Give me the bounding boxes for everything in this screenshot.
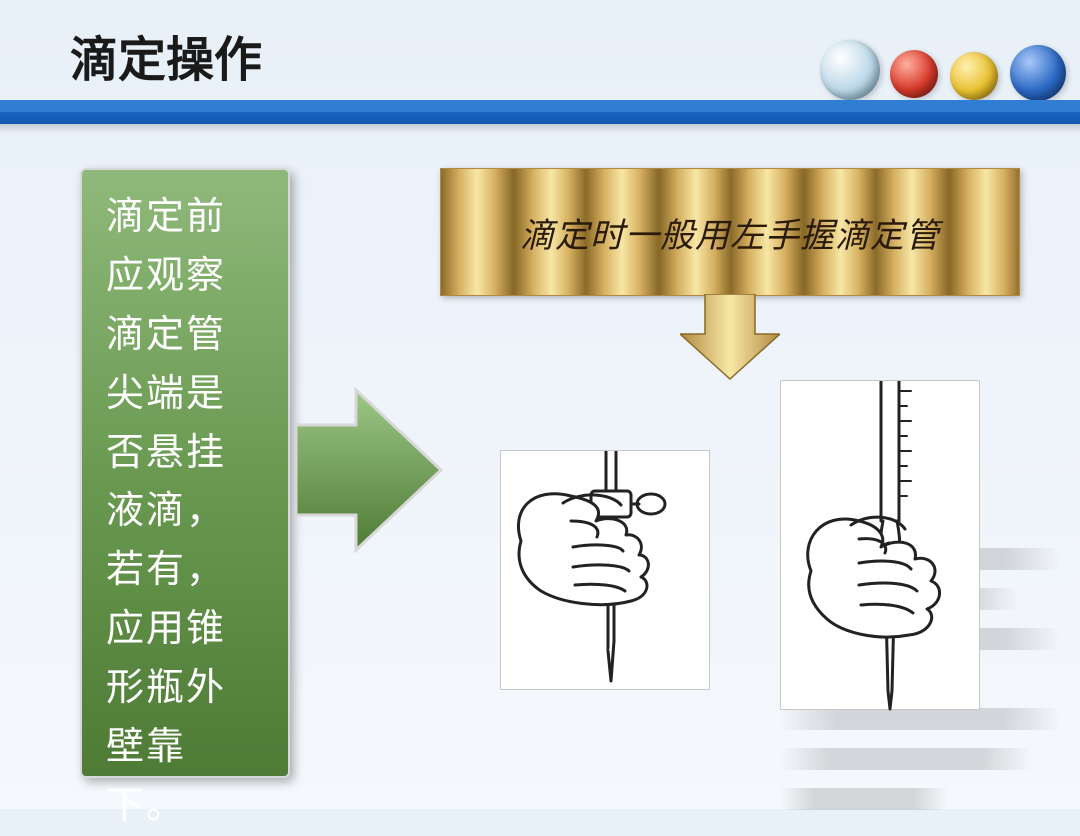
hand-pinch-clamp-icon — [781, 381, 981, 711]
gold-callout-wrap: 滴定时一般用左手握滴定管 — [440, 168, 1020, 296]
page-title: 滴定操作 — [70, 20, 262, 90]
gold-callout-box: 滴定时一般用左手握滴定管 — [440, 168, 1020, 296]
green-arrow-icon — [296, 380, 446, 560]
header-shadow — [0, 124, 1080, 134]
gold-callout-text: 滴定时一般用左手握滴定管 — [520, 208, 940, 257]
header-band-1 — [0, 100, 1080, 112]
green-callout-box: 滴定前应观察滴定管尖端是否悬挂液滴，若有，应用锥形瓶外壁靠下。 — [80, 168, 290, 778]
bead-clear-icon — [820, 40, 880, 100]
figure-hand-stopcock — [500, 450, 710, 690]
header-band-2 — [0, 112, 1080, 124]
figure-hand-pinch-clamp — [780, 380, 980, 710]
header-decoration — [820, 30, 1080, 110]
green-callout-text: 滴定前应观察滴定管尖端是否悬挂液滴，若有，应用锥形瓶外壁靠下。 — [106, 188, 264, 836]
header-bands — [0, 100, 1080, 134]
bead-blue-icon — [1010, 45, 1066, 101]
illustrations-area — [470, 370, 1030, 770]
content-area: 滴定前应观察滴定管尖端是否悬挂液滴，若有，应用锥形瓶外壁靠下。 滴定时一般用左手… — [0, 160, 1080, 809]
bead-red-icon — [890, 50, 938, 98]
bead-yellow-icon — [950, 52, 998, 100]
hand-stopcock-icon — [501, 451, 711, 691]
